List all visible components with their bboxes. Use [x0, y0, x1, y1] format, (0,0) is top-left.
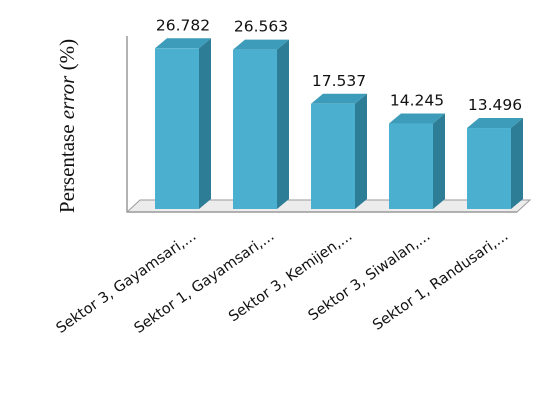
category-label-2: Sektor 1, Gayamsari,... — [132, 228, 278, 337]
category-labels-group: Sektor 3, Gayamsari,...Sektor 1, Gayamsa… — [54, 228, 512, 337]
bar-top-face — [467, 118, 523, 129]
bar-side-face — [433, 113, 445, 209]
data-label-3: 17.537 — [312, 72, 366, 90]
bar-front-face — [155, 48, 199, 209]
bar-top-face — [389, 113, 445, 124]
data-label-4: 14.245 — [390, 92, 444, 110]
data-labels-group: 26.782 26.563 17.537 14.245 13.496 — [156, 16, 522, 114]
bar-front-face — [389, 123, 433, 209]
y-axis-label: Persentase error (%) — [55, 39, 79, 213]
bar-front-face — [311, 103, 355, 209]
bar-front-face — [467, 128, 511, 209]
bar-side-face — [199, 38, 211, 209]
bar-4 — [389, 113, 445, 209]
category-label-3: Sektor 3, Kemijen,... — [226, 228, 355, 325]
bar-side-face — [277, 39, 289, 209]
data-label-1: 26.782 — [156, 16, 210, 34]
bar-side-face — [511, 118, 523, 209]
category-label-1: Sektor 3, Gayamsari,... — [54, 228, 200, 337]
bars-group — [155, 38, 523, 209]
bar-front-face — [233, 49, 277, 209]
data-label-5: 13.496 — [468, 96, 522, 114]
bar-side-face — [355, 93, 367, 209]
bar-top-face — [311, 93, 367, 104]
bar-top-face — [155, 38, 211, 49]
bar-3 — [311, 93, 367, 209]
data-label-2: 26.563 — [234, 18, 288, 36]
bar-2 — [233, 39, 289, 209]
bar-1 — [155, 38, 211, 209]
bar-5 — [467, 118, 523, 209]
bar-top-face — [233, 39, 289, 50]
category-label-5: Sektor 1, Randusari,... — [370, 228, 511, 334]
